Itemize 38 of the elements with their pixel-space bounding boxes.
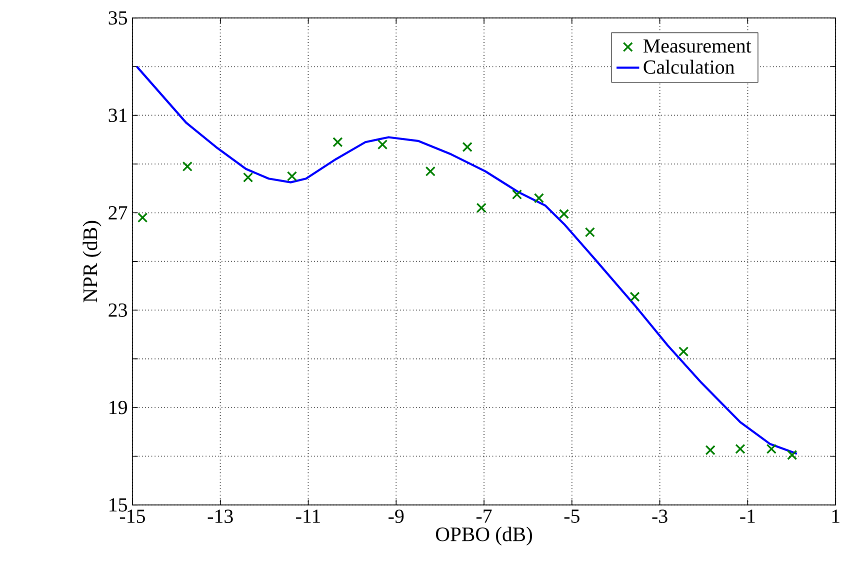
point xyxy=(584,227,596,238)
x-axis-title: OPBO (dB) xyxy=(436,526,532,546)
x-tick-label: -7 xyxy=(476,510,492,523)
x-tick-label: -9 xyxy=(388,510,404,524)
point xyxy=(476,202,486,214)
legend-label: Measurement xyxy=(644,40,752,53)
x-tick-label: 1 xyxy=(832,510,840,523)
y-tick-label: 27 xyxy=(108,206,128,220)
point xyxy=(786,450,798,460)
x-tick-label: -1 xyxy=(740,510,755,523)
point xyxy=(512,190,522,200)
point xyxy=(766,444,777,454)
y-axis-title: NPR (dB) xyxy=(82,221,102,302)
point xyxy=(242,172,254,183)
x-tick-label: -13 xyxy=(208,510,233,524)
x-tick-label: -11 xyxy=(296,510,320,523)
y-tick-label: 15 xyxy=(110,498,127,512)
point xyxy=(377,140,388,150)
point xyxy=(462,142,472,152)
point xyxy=(286,171,298,182)
y-tick-label: 23 xyxy=(108,304,127,317)
legend-label: Calculation xyxy=(644,60,734,74)
y-tick-label: 19 xyxy=(110,401,127,414)
point xyxy=(182,162,192,172)
x-tick-label: -3 xyxy=(652,510,668,524)
y-tick-label: 31 xyxy=(108,108,127,122)
point xyxy=(735,444,746,454)
x-tick-label: -15 xyxy=(120,510,145,524)
point xyxy=(534,193,544,204)
y-tick-label: 35 xyxy=(108,11,127,25)
point xyxy=(678,346,689,357)
point xyxy=(332,137,343,148)
point xyxy=(630,292,640,302)
point xyxy=(558,209,570,220)
point xyxy=(137,212,148,223)
x-tick-label: -5 xyxy=(564,510,580,524)
point xyxy=(425,166,436,177)
point xyxy=(705,445,716,456)
